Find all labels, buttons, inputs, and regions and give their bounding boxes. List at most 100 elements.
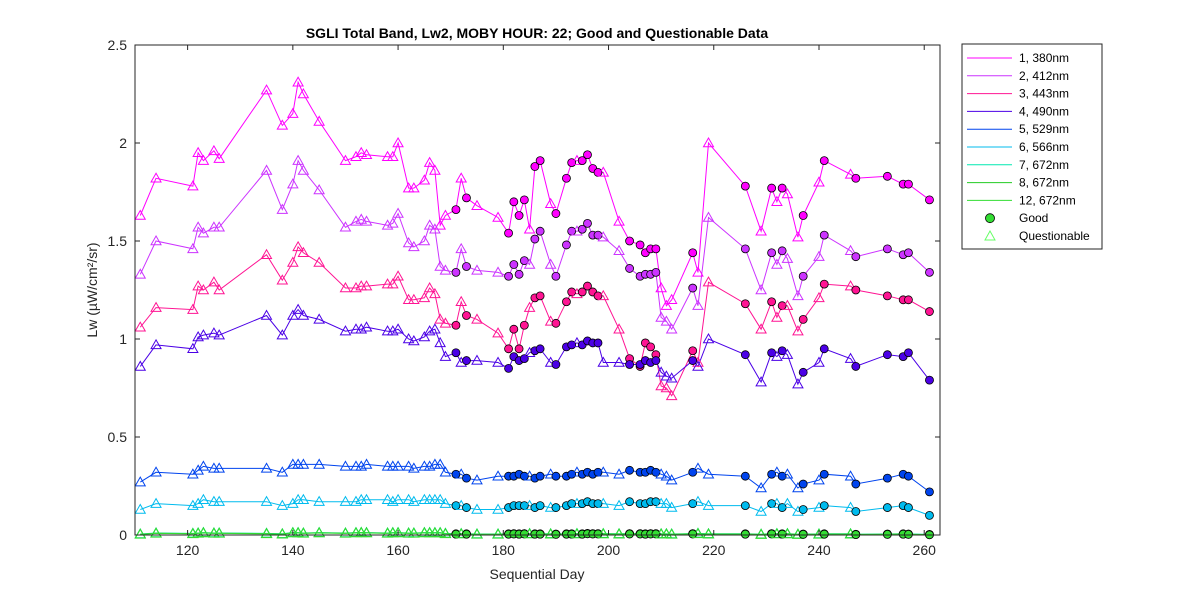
good-point: [882, 244, 892, 254]
good-point: [451, 348, 461, 358]
questionable-point: [455, 242, 468, 254]
questionable-point: [423, 156, 436, 167]
y-tick-label: 0.5: [108, 429, 128, 445]
questionable-point: [597, 466, 610, 477]
questionable-point: [655, 311, 668, 322]
x-tick-label: 260: [913, 542, 937, 558]
questionable-point: [613, 244, 625, 256]
questionable-point: [665, 474, 678, 485]
questionable-point: [597, 166, 610, 177]
good-point: [777, 183, 787, 193]
questionable-point: [134, 360, 147, 371]
questionable-point: [434, 527, 447, 538]
questionable-point: [439, 466, 452, 477]
legend-label: 1, 380nm: [1019, 51, 1069, 65]
questionable-point: [187, 242, 199, 254]
questionable-point: [418, 174, 431, 185]
questionable-point: [134, 503, 147, 514]
questionable-point: [544, 258, 557, 269]
questionable-point: [292, 154, 304, 165]
questionable-point: [792, 378, 804, 389]
questionable-point: [260, 462, 273, 473]
questionable-point: [771, 497, 783, 508]
questionable-point: [492, 211, 504, 222]
questionable-point: [771, 466, 783, 477]
questionable-point: [355, 213, 368, 224]
good-point: [583, 150, 592, 160]
questionable-point: [197, 329, 210, 340]
questionable-point: [665, 293, 678, 305]
questionable-point: [792, 289, 804, 301]
questionable-point: [392, 493, 404, 504]
questionable-point: [471, 528, 483, 539]
good-point: [583, 281, 592, 291]
questionable-point: [313, 458, 326, 469]
good-point: [925, 511, 934, 520]
questionable-point: [429, 164, 441, 175]
questionable-point: [339, 221, 352, 232]
questionable-point: [544, 197, 557, 209]
questionable-point: [260, 527, 273, 539]
good-point: [904, 471, 913, 481]
questionable-point: [150, 497, 162, 508]
questionable-point: [150, 466, 162, 477]
questionable-point: [771, 195, 783, 207]
questionable-point: [813, 250, 825, 261]
questionable-point: [402, 236, 415, 248]
good-point: [451, 205, 461, 215]
questionable-point: [407, 527, 420, 538]
questionable-point: [655, 468, 668, 479]
x-tick-label: 140: [281, 542, 305, 558]
questionable-point: [392, 270, 404, 281]
questionable-point: [381, 493, 394, 504]
questionable-point: [844, 470, 857, 481]
questionable-point: [197, 283, 210, 295]
good-point: [882, 530, 892, 539]
legend-label: 5, 529nm: [1019, 122, 1069, 136]
questionable-point: [208, 144, 220, 156]
questionable-point: [187, 180, 199, 191]
good-point: [519, 354, 529, 364]
questionable-point: [755, 481, 767, 493]
questionable-point: [702, 499, 715, 510]
questionable-point: [213, 329, 226, 340]
questionable-point: [213, 152, 226, 163]
good-point: [646, 342, 656, 352]
questionable-point: [392, 136, 404, 148]
questionable-point: [692, 462, 704, 473]
questionable-point: [755, 323, 767, 334]
questionable-point: [813, 176, 825, 187]
good-point: [451, 320, 461, 330]
questionable-point: [150, 172, 162, 183]
questionable-point: [197, 227, 210, 238]
questionable-point: [213, 221, 226, 232]
questionable-point: [423, 219, 436, 230]
questionable-point: [665, 372, 678, 383]
questionable-point: [292, 303, 304, 314]
x-axis-ticks: 120 140 160 180 200 220 240 260: [176, 45, 936, 558]
questionable-point: [471, 313, 483, 324]
questionable-point: [350, 495, 362, 506]
questionable-point: [660, 470, 673, 481]
questionable-point: [523, 223, 536, 234]
questionable-point: [434, 458, 447, 469]
questionable-point: [213, 283, 226, 295]
questionable-point: [781, 348, 794, 359]
questionable-point: [276, 119, 289, 130]
questionable-point: [692, 299, 704, 310]
questionable-point: [844, 352, 857, 363]
questionable-point: [771, 350, 783, 361]
good-point: [740, 244, 750, 254]
questionable-point: [297, 458, 310, 469]
good-point: [851, 479, 861, 489]
questionable-point: [844, 280, 857, 291]
good-point: [688, 248, 698, 258]
questionable-point: [781, 299, 794, 310]
questionable-point: [613, 356, 625, 367]
questionable-point: [471, 264, 483, 275]
good-point: [551, 471, 561, 481]
questionable-point: [355, 146, 368, 158]
questionable-point: [313, 115, 326, 126]
questionable-point: [597, 289, 610, 301]
good-point: [819, 344, 829, 354]
